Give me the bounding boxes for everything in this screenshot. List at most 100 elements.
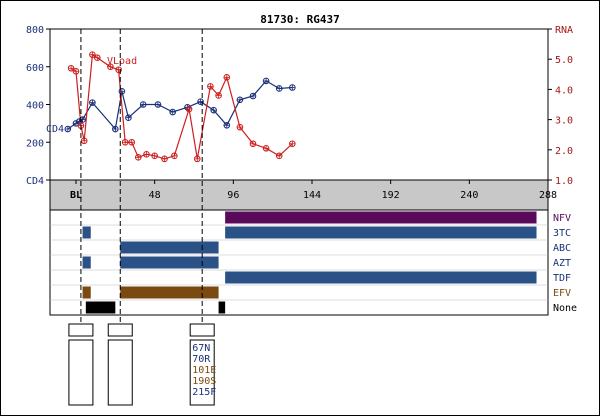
data-point-vload <box>89 51 96 58</box>
drug-bar-none <box>85 301 116 314</box>
drug-bar-efv <box>120 286 219 299</box>
data-point-cd4 <box>289 84 296 91</box>
y-right-tick-label: RNA <box>555 25 573 36</box>
y-left-tick-label: CD4 <box>26 176 44 187</box>
data-point-vload <box>128 138 136 146</box>
data-point-vload <box>121 138 129 146</box>
drug-label-tdf: TDF <box>553 273 571 284</box>
y-right-tick-label: 3.0 <box>555 116 573 127</box>
data-point-cd4 <box>249 92 257 100</box>
drug-bar-3tc <box>82 226 91 239</box>
mutation-label: 67N <box>192 343 210 354</box>
mutation-box-header <box>189 323 215 337</box>
y-left-tick-label: 200 <box>26 138 44 149</box>
y-right-tick-label: 1.0 <box>555 176 573 187</box>
data-point-cd4 <box>223 121 231 129</box>
drug-label-nfv: NFV <box>553 213 571 224</box>
data-point-cd4 <box>275 85 283 92</box>
mutation-label: 190S <box>192 376 216 387</box>
data-point-cd4 <box>89 99 96 106</box>
y-right-axis: 1.0 2.0 3.0 4.0 5.0 RNA <box>548 25 573 187</box>
mutation-box <box>68 323 94 406</box>
mutation-label: 70R <box>192 354 211 365</box>
x-tick-label: 288 <box>539 190 557 201</box>
drug-bar-azt <box>82 256 91 269</box>
drug-label-abc: ABC <box>553 243 571 254</box>
data-point-cd4 <box>262 77 270 85</box>
x-tick-label: 96 <box>227 190 239 201</box>
data-point-cd4 <box>236 96 244 104</box>
x-tick-label: 48 <box>149 190 161 201</box>
y-right-tick-label: 4.0 <box>555 85 573 96</box>
x-tick-label: 192 <box>382 190 400 201</box>
drug-label-azt: AZT <box>553 258 571 269</box>
series-labels: VLoad CD4 <box>46 56 137 135</box>
drug-label-efv: EFV <box>553 288 571 299</box>
mutation-label: 215F <box>192 387 216 398</box>
data-point-vload <box>249 140 257 148</box>
data-point-vload <box>236 123 244 131</box>
data-point-vload <box>215 92 222 99</box>
data-point-vload <box>107 63 114 71</box>
drug-bar-azt <box>120 256 219 269</box>
chart-title: 81730: RG437 <box>260 13 339 26</box>
mutation-label: 101E <box>192 365 216 376</box>
drug-bar-nfv <box>225 211 537 224</box>
series-label-vload: VLoad <box>107 56 137 67</box>
y-left-tick-label: 600 <box>26 63 44 74</box>
event-lines <box>80 29 203 324</box>
drug-bar-3tc <box>225 226 537 239</box>
mutation-box-body <box>189 339 215 406</box>
y-left-axis: CD4 200 400 600 800 <box>26 25 50 187</box>
y-right-tick-label: 5.0 <box>555 55 573 66</box>
data-point-vload <box>223 74 231 81</box>
data-point-vload <box>94 54 101 61</box>
data-point-cd4 <box>210 106 217 114</box>
data-point-vload <box>262 144 270 152</box>
drug-label-3tc: 3TC <box>553 228 571 239</box>
x-tick-label: BL <box>70 190 82 201</box>
x-tick-label: 240 <box>460 190 478 201</box>
data-point-vload <box>185 105 193 113</box>
data-point-vload <box>289 140 296 148</box>
data-point-vload <box>143 151 150 158</box>
series-points <box>64 51 296 163</box>
drug-label-none: None <box>553 303 577 314</box>
data-point-cd4 <box>112 125 119 133</box>
data-point-cd4 <box>125 114 132 122</box>
data-point-vload <box>67 64 75 72</box>
y-left-tick-label: 800 <box>26 25 44 36</box>
plot-area <box>49 28 549 181</box>
data-point-vload <box>134 154 142 161</box>
data-point-vload <box>275 152 283 160</box>
drug-bar-tdf <box>225 271 537 284</box>
mutation-box-body <box>68 339 94 406</box>
y-right-tick-label: 2.0 <box>555 146 573 157</box>
data-point-vload <box>193 155 201 163</box>
mutation-box-header <box>68 323 94 337</box>
drug-bar-efv <box>82 286 91 299</box>
x-axis: BL 48 96 144 192 240 288 <box>70 180 557 201</box>
x-tick-label: 144 <box>303 190 321 201</box>
mutation-box-header <box>107 323 133 337</box>
mutation-box-body <box>107 339 133 406</box>
drug-bar-none <box>218 301 226 314</box>
y-left-tick-label: 400 <box>26 101 44 112</box>
data-point-vload <box>80 137 88 145</box>
data-point-vload <box>151 152 158 160</box>
data-point-cd4 <box>139 101 147 108</box>
data-point-cd4 <box>154 101 162 108</box>
data-point-vload <box>207 83 214 90</box>
data-point-vload <box>72 67 80 75</box>
data-point-cd4 <box>118 87 126 95</box>
drug-rows: NFV 3TC ABC AZT TDF EFV None <box>50 211 577 314</box>
data-point-vload <box>161 155 168 163</box>
data-point-cd4 <box>169 108 176 116</box>
data-point-cd4 <box>64 125 72 133</box>
series-label-cd4: CD4 <box>46 124 64 135</box>
data-point-vload <box>171 152 178 160</box>
drug-bar-abc <box>120 241 219 254</box>
